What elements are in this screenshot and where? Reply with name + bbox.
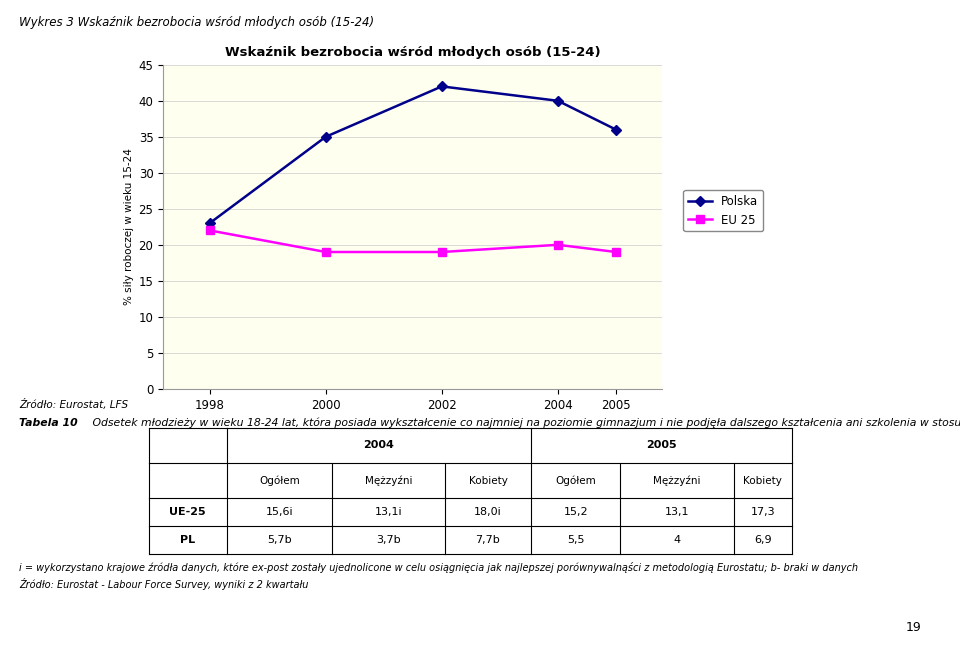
Text: 6,9: 6,9 — [754, 535, 772, 545]
Text: i = wykorzystano krajowe źródła danych, które ex-post zostały ujednolicone w cel: i = wykorzystano krajowe źródła danych, … — [19, 562, 858, 573]
Polska — [204, 219, 215, 227]
EU 25 — [320, 248, 331, 256]
Text: Wykres 3 Wskaźnik bezrobocia wśród młodych osób (15-24): Wykres 3 Wskaźnik bezrobocia wśród młody… — [19, 16, 374, 29]
Text: 2004: 2004 — [363, 441, 395, 450]
EU 25 — [552, 241, 564, 249]
Polska — [320, 133, 331, 141]
Text: 13,1i: 13,1i — [374, 507, 402, 517]
Text: Ogółem: Ogółem — [259, 476, 300, 486]
Text: Tabela 10: Tabela 10 — [19, 418, 78, 428]
EU 25 — [611, 248, 622, 256]
Text: Źródło: Eurostat - Labour Force Survey, wyniki z 2 kwartału: Źródło: Eurostat - Labour Force Survey, … — [19, 578, 308, 590]
Polska — [552, 97, 564, 105]
Text: 3,7b: 3,7b — [376, 535, 401, 545]
Text: UE-25: UE-25 — [170, 507, 206, 517]
Text: Kobiety: Kobiety — [468, 476, 508, 486]
Text: 7,7b: 7,7b — [475, 535, 500, 545]
Text: Mężzyźni: Mężzyźni — [365, 476, 412, 486]
Text: 19: 19 — [906, 621, 922, 634]
Text: 18,0i: 18,0i — [474, 507, 502, 517]
EU 25 — [204, 227, 215, 235]
EU 25 — [436, 248, 447, 256]
Line: EU 25: EU 25 — [205, 227, 620, 256]
Text: Mężzyźni: Mężzyźni — [653, 476, 701, 486]
Text: 15,2: 15,2 — [564, 507, 588, 517]
Legend: Polska, EU 25: Polska, EU 25 — [684, 190, 763, 231]
Text: 2005: 2005 — [646, 441, 677, 450]
Text: 13,1: 13,1 — [664, 507, 689, 517]
Polska — [436, 82, 447, 90]
Polska — [611, 126, 622, 133]
Title: Wskaźnik bezrobocia wśród młodych osób (15-24): Wskaźnik bezrobocia wśród młodych osób (… — [225, 47, 601, 60]
Text: Odsetek młodzieży w wieku 18-24 lat, która posiada wykształcenie co najmniej na : Odsetek młodzieży w wieku 18-24 lat, któ… — [89, 418, 960, 428]
Line: Polska: Polska — [205, 82, 620, 227]
Text: PL: PL — [180, 535, 195, 545]
Y-axis label: % siły roboczej w wieku 15-24: % siły roboczej w wieku 15-24 — [125, 148, 134, 305]
Text: Źródło: Eurostat, LFS: Źródło: Eurostat, LFS — [19, 399, 129, 410]
Text: 17,3: 17,3 — [751, 507, 775, 517]
Text: Ogółem: Ogółem — [555, 476, 596, 486]
Text: 5,5: 5,5 — [567, 535, 585, 545]
Text: 5,7b: 5,7b — [267, 535, 292, 545]
Text: 4: 4 — [674, 535, 681, 545]
Text: 15,6i: 15,6i — [266, 507, 293, 517]
Text: Kobiety: Kobiety — [743, 476, 782, 486]
